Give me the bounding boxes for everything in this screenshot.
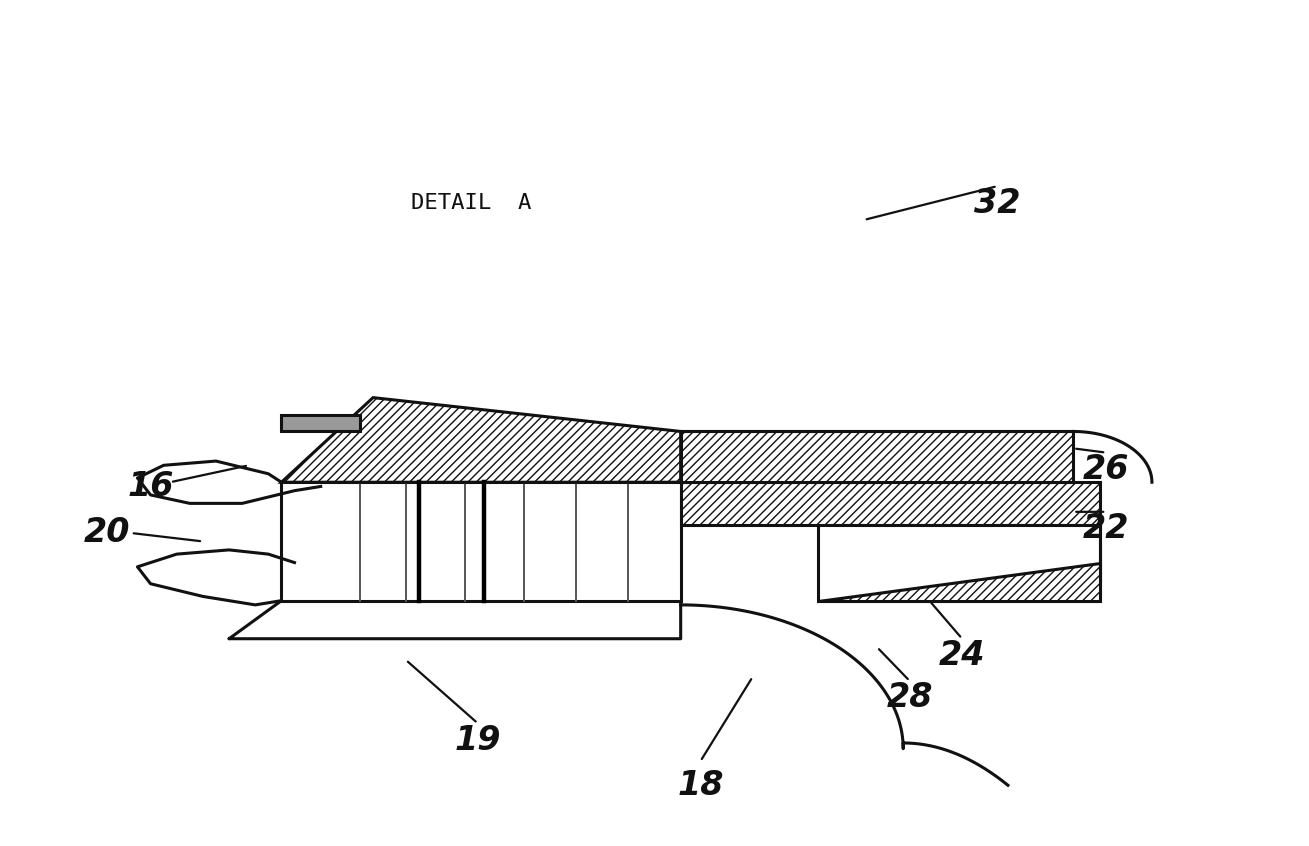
Text: 20: 20 xyxy=(84,516,131,550)
Polygon shape xyxy=(281,415,360,431)
Polygon shape xyxy=(281,398,681,482)
Text: 22: 22 xyxy=(1083,512,1130,546)
Polygon shape xyxy=(681,482,1100,525)
Text: DETAIL  A: DETAIL A xyxy=(411,193,531,213)
Text: 18: 18 xyxy=(677,768,724,802)
Text: 28: 28 xyxy=(886,681,933,715)
Polygon shape xyxy=(818,525,1100,601)
Polygon shape xyxy=(281,482,681,601)
Polygon shape xyxy=(681,431,1073,482)
Polygon shape xyxy=(818,563,1100,601)
Text: 24: 24 xyxy=(939,639,986,673)
Text: 16: 16 xyxy=(127,470,174,503)
Text: 26: 26 xyxy=(1083,453,1130,486)
Text: 19: 19 xyxy=(454,723,501,757)
Text: 32: 32 xyxy=(974,186,1021,220)
